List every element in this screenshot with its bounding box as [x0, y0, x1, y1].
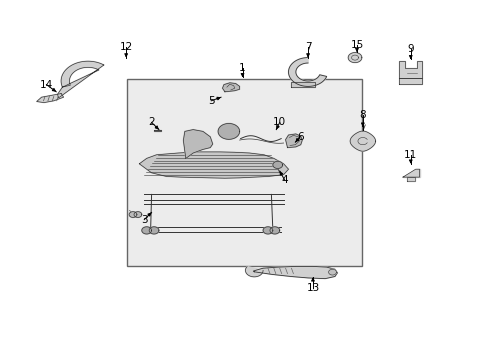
Polygon shape: [58, 61, 103, 98]
Polygon shape: [285, 134, 302, 148]
Polygon shape: [253, 266, 337, 279]
Polygon shape: [290, 82, 315, 87]
Polygon shape: [398, 78, 422, 84]
Circle shape: [272, 161, 282, 168]
Text: 11: 11: [403, 150, 417, 160]
Polygon shape: [406, 177, 414, 181]
Polygon shape: [347, 53, 361, 63]
Polygon shape: [222, 83, 239, 92]
Circle shape: [269, 227, 279, 234]
Text: 2: 2: [148, 117, 155, 127]
Polygon shape: [402, 169, 419, 177]
Text: 13: 13: [305, 283, 319, 293]
Text: 7: 7: [304, 42, 311, 52]
Text: 4: 4: [281, 175, 287, 185]
Text: 6: 6: [296, 132, 303, 142]
Text: 1: 1: [239, 63, 245, 73]
Text: 10: 10: [273, 117, 285, 127]
Text: 8: 8: [359, 110, 366, 120]
Polygon shape: [398, 61, 422, 78]
Polygon shape: [183, 130, 212, 158]
Text: 14: 14: [40, 80, 53, 90]
Circle shape: [129, 212, 137, 217]
Circle shape: [218, 123, 239, 139]
Text: 3: 3: [141, 215, 147, 225]
Circle shape: [328, 269, 336, 275]
Circle shape: [142, 227, 151, 234]
Circle shape: [149, 227, 159, 234]
Polygon shape: [139, 152, 288, 178]
Polygon shape: [349, 131, 375, 151]
Text: 15: 15: [349, 40, 363, 50]
Polygon shape: [37, 94, 63, 103]
Text: 5: 5: [207, 96, 214, 106]
Text: 12: 12: [119, 42, 133, 52]
Polygon shape: [288, 58, 326, 86]
Circle shape: [263, 227, 272, 234]
Polygon shape: [245, 266, 263, 277]
Polygon shape: [154, 130, 161, 131]
Bar: [127, 79, 361, 266]
Circle shape: [134, 212, 142, 217]
Text: 9: 9: [407, 44, 413, 54]
